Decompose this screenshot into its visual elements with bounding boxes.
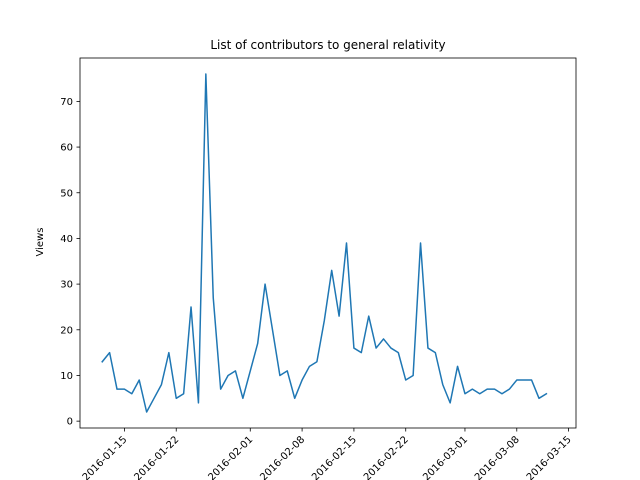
series-line <box>101 73 548 413</box>
y-tick-label: 60 <box>60 143 73 154</box>
y-axis-label: Views <box>35 228 46 257</box>
y-tick-label: 50 <box>60 188 73 199</box>
y-tick-label: 30 <box>60 280 73 291</box>
y-tick-label: 70 <box>60 97 73 108</box>
y-tick-label: 0 <box>67 417 73 428</box>
y-tick-label: 20 <box>60 325 73 336</box>
y-tick-label: 10 <box>60 371 73 382</box>
y-tick-label: 40 <box>60 234 73 245</box>
chart-title: List of contributors to general relativi… <box>210 38 445 52</box>
axes-frame <box>79 57 577 429</box>
